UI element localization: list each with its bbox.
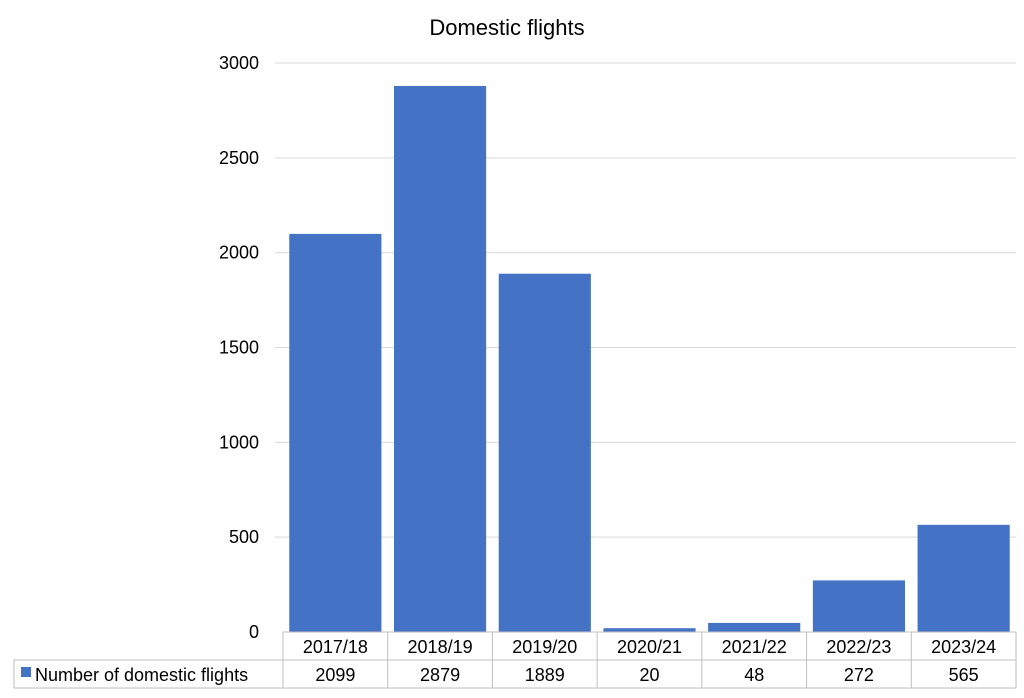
x-category-label: 2017/18 xyxy=(303,637,368,657)
bar-2017-18 xyxy=(289,233,382,633)
y-tick-label: 2000 xyxy=(219,243,259,263)
table-value: 272 xyxy=(844,665,874,685)
bar-2023-24 xyxy=(917,524,1010,632)
data-table: 2017/18 2099 2018/19 2879 2019/20 1889 2020/21… xyxy=(13,631,1017,689)
table-value: 2099 xyxy=(315,665,355,685)
table-value: 20 xyxy=(639,665,659,685)
y-tick-label: 500 xyxy=(229,527,259,547)
y-tick-label: 2500 xyxy=(219,148,259,168)
series-name: Number of domestic flights xyxy=(35,665,248,685)
y-tick-label: 3000 xyxy=(219,53,259,73)
chart-title: Domestic flights xyxy=(429,15,584,40)
gridlines xyxy=(275,62,1016,538)
y-tick-label: 0 xyxy=(249,622,259,642)
y-tick-label: 1000 xyxy=(219,432,259,452)
x-category-label: 2018/19 xyxy=(408,637,473,657)
x-category-label: 2021/22 xyxy=(722,637,787,657)
bar-2021-22 xyxy=(708,622,801,632)
x-category-label: 2022/23 xyxy=(826,637,891,657)
bars xyxy=(289,85,1010,633)
table-value: 48 xyxy=(744,665,764,685)
bar-2019-20 xyxy=(498,273,591,632)
legend-key xyxy=(21,667,31,677)
bar-2022-23 xyxy=(812,580,906,632)
y-tick-label: 1500 xyxy=(219,338,259,358)
x-category-label: 2023/24 xyxy=(931,637,996,657)
table-value: 1889 xyxy=(525,665,565,685)
bar-2020-21 xyxy=(603,628,696,632)
table-value: 2879 xyxy=(420,665,460,685)
y-axis-ticks: 0 500 1000 1500 2000 2500 3000 xyxy=(219,53,259,642)
x-category-label: 2020/21 xyxy=(617,637,682,657)
table-value: 565 xyxy=(949,665,979,685)
bar-2018-19 xyxy=(393,85,487,633)
x-category-label: 2019/20 xyxy=(512,637,577,657)
